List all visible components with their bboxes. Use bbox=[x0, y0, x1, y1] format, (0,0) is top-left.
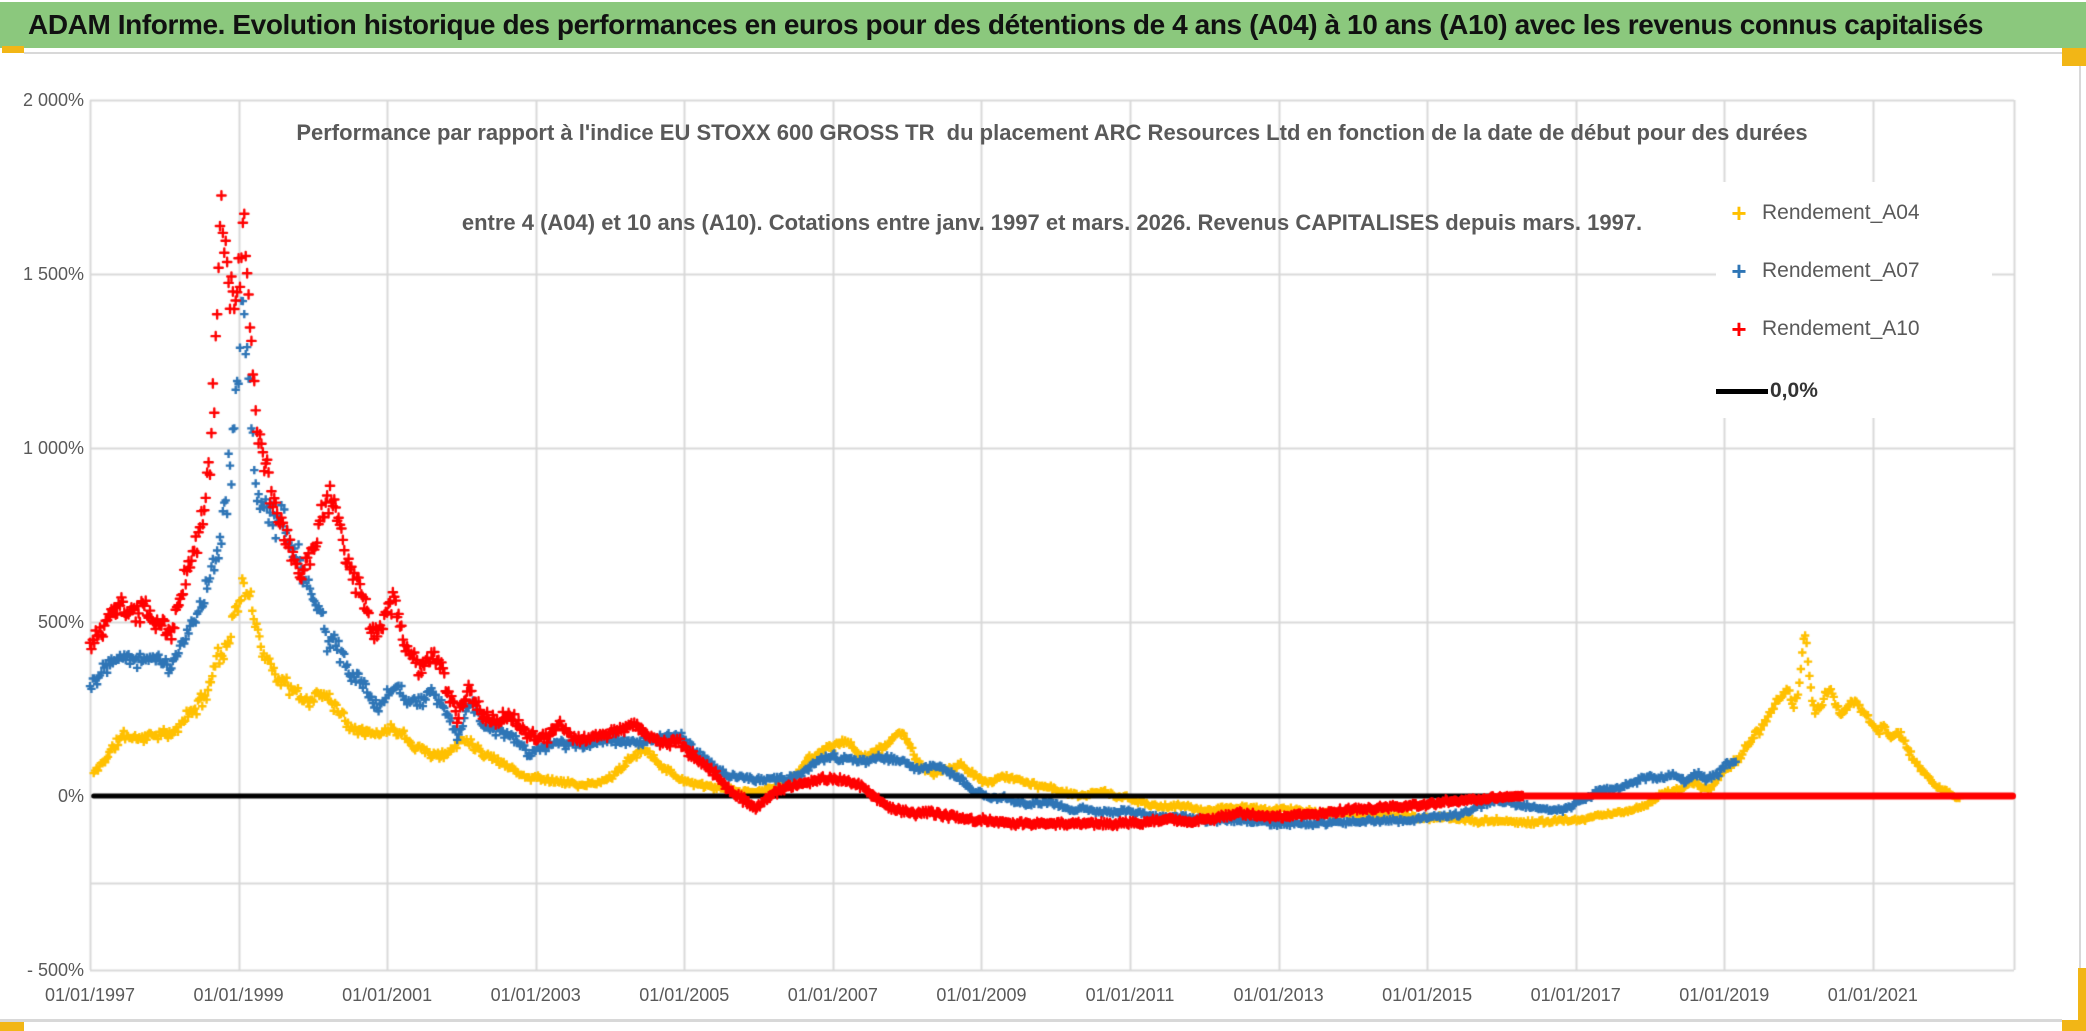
x-tick-label: 01/01/2015 bbox=[1382, 985, 1473, 1005]
x-tick-label: 01/01/2009 bbox=[936, 985, 1027, 1005]
plus-marker-icon: + bbox=[1731, 198, 1747, 228]
zero-line-swatch-icon bbox=[1716, 388, 1768, 394]
gold-accent-bottom-left bbox=[0, 1022, 24, 1031]
y-tick-label: 0% bbox=[57, 786, 84, 806]
legend-label: Rendement_A10 bbox=[1762, 317, 1920, 340]
gold-accent-top-left bbox=[2, 46, 24, 53]
x-tick-label: 01/01/2007 bbox=[787, 985, 878, 1005]
x-tick-label: 01/01/2005 bbox=[639, 985, 730, 1005]
y-tick-label: 1 500% bbox=[22, 264, 84, 284]
x-tick-label: 01/01/1999 bbox=[193, 985, 284, 1005]
gold-accent-right-bottom bbox=[2078, 968, 2086, 1031]
chart-legend: + Rendement_A04 + Rendement_A07 + Rendem… bbox=[1716, 182, 1992, 418]
legend-item-rendement-a10: + Rendement_A10 bbox=[1716, 312, 1920, 346]
x-tick-label: 01/01/2021 bbox=[1827, 985, 1918, 1005]
x-tick-label: 01/01/2019 bbox=[1679, 985, 1770, 1005]
x-tick-label: 01/01/2011 bbox=[1085, 985, 1175, 1005]
header-bar: ADAM Informe. Evolution historique des p… bbox=[0, 2, 2086, 48]
y-tick-label: 2 000% bbox=[22, 90, 84, 110]
chart-title-line2: entre 4 (A04) et 10 ans (A10). Cotations… bbox=[461, 210, 1643, 235]
y-tick-label: - 500% bbox=[26, 960, 84, 980]
window-border-top bbox=[24, 52, 2062, 54]
legend-label: Rendement_A04 bbox=[1762, 201, 1920, 224]
legend-item-zero-line: 0,0% bbox=[1716, 374, 1818, 408]
y-tick-label: 500% bbox=[37, 612, 84, 632]
x-tick-label: 01/01/2003 bbox=[490, 985, 581, 1005]
legend-label: 0,0% bbox=[1770, 379, 1818, 402]
x-tick-label: 01/01/2013 bbox=[1233, 985, 1324, 1005]
plus-marker-icon: + bbox=[1731, 256, 1747, 286]
gold-accent-bottom-right bbox=[2062, 1020, 2086, 1031]
window-border-right bbox=[2079, 66, 2081, 970]
legend-item-rendement-a04: + Rendement_A04 bbox=[1716, 196, 1920, 230]
header-title: ADAM Informe. Evolution historique des p… bbox=[28, 9, 1984, 40]
plus-marker-icon: + bbox=[1731, 314, 1747, 344]
x-tick-label: 01/01/2001 bbox=[342, 985, 433, 1005]
chart-title-line1: Performance par rapport à l'indice EU ST… bbox=[296, 120, 1808, 145]
gold-accent-top-right bbox=[2062, 48, 2086, 66]
x-tick-label: 01/01/2017 bbox=[1530, 985, 1621, 1005]
window-border-bottom bbox=[0, 1019, 2062, 1022]
legend-label: Rendement_A07 bbox=[1762, 259, 1920, 282]
legend-item-rendement-a07: + Rendement_A07 bbox=[1716, 254, 1920, 288]
chart-title: Performance par rapport à l'indice EU ST… bbox=[90, 58, 2014, 298]
y-tick-label: 1 000% bbox=[22, 438, 84, 458]
x-tick-label: 01/01/1997 bbox=[44, 985, 136, 1005]
